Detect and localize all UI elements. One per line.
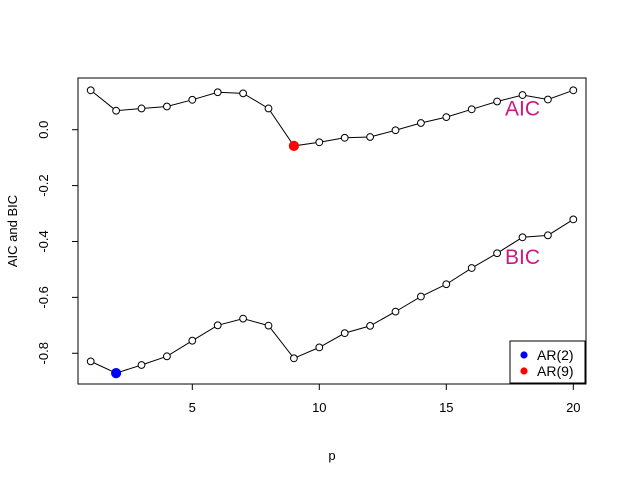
bic-point (544, 231, 552, 240)
x-tick-label: 5 (189, 400, 196, 415)
aic-point (239, 89, 248, 98)
bic-point (366, 321, 375, 330)
y-axis-title: AIC and BIC (5, 195, 20, 267)
aic-point (442, 113, 451, 122)
highlight-points (111, 140, 299, 379)
bic-point (239, 314, 248, 323)
bic-point (467, 264, 476, 272)
aic-point (163, 102, 171, 111)
y-tick-label: 0.0 (36, 121, 51, 139)
aic-point (112, 106, 120, 115)
aic-point (188, 95, 197, 104)
aic-point (137, 104, 146, 113)
bic-point (417, 292, 425, 301)
series-lines (90, 89, 574, 374)
aic-series-line (90, 89, 574, 147)
aic-point (86, 86, 95, 95)
bic-point (442, 280, 451, 289)
y-tick-label: -0.8 (36, 342, 51, 364)
bic-point (163, 352, 171, 361)
y-tick-label: -0.4 (36, 230, 51, 252)
y-axis: -0.8 -0.6 -0.4 -0.2 0.0 (36, 121, 79, 364)
bic-point (213, 321, 222, 330)
legend-marker-ar9 (520, 367, 528, 375)
aic-point (467, 105, 476, 114)
legend-label-ar9: AR(9) (537, 363, 574, 379)
legend-box (509, 340, 586, 384)
x-tick-label: 10 (312, 400, 326, 415)
aic-point (340, 133, 349, 142)
bic-point (290, 354, 298, 363)
aic-point (391, 126, 400, 135)
x-axis-title: p (328, 448, 335, 463)
bic-point (264, 321, 273, 330)
legend-label-ar2: AR(2) (537, 347, 574, 363)
legend-marker-ar2 (520, 351, 528, 359)
aic-series-label: AIC (505, 98, 540, 121)
aic-point (213, 88, 222, 97)
aic-point (315, 138, 324, 147)
aic-point (493, 97, 502, 106)
bic-point (391, 307, 400, 316)
aic-point (544, 95, 552, 104)
y-tick-label: -0.2 (36, 174, 51, 196)
bic-minimum-point (111, 368, 122, 379)
bic-point (340, 329, 349, 338)
aic-point (569, 86, 578, 95)
aic-point (264, 104, 273, 113)
x-tick-label: 20 (566, 400, 580, 415)
bic-series-line (90, 218, 574, 374)
series-labels: AIC BIC (505, 98, 540, 269)
bic-point (86, 357, 95, 366)
y-tick-label: -0.6 (36, 286, 51, 308)
bic-series-label: BIC (505, 246, 540, 269)
aic-point (366, 133, 375, 141)
bic-point (315, 343, 324, 352)
bic-point (518, 233, 527, 242)
legend: AR(2) AR(9) (509, 340, 586, 384)
x-axis: 5 10 15 20 (189, 383, 581, 415)
aic-minimum-point (288, 140, 299, 152)
series-points (86, 86, 578, 378)
plot-area-frame (77, 77, 587, 385)
aic-point (417, 119, 425, 127)
bic-point (137, 361, 146, 369)
bic-point (569, 215, 578, 224)
x-tick-label: 15 (439, 400, 453, 415)
bic-point (188, 336, 197, 345)
aic-point (518, 91, 527, 99)
bic-point (493, 249, 502, 258)
